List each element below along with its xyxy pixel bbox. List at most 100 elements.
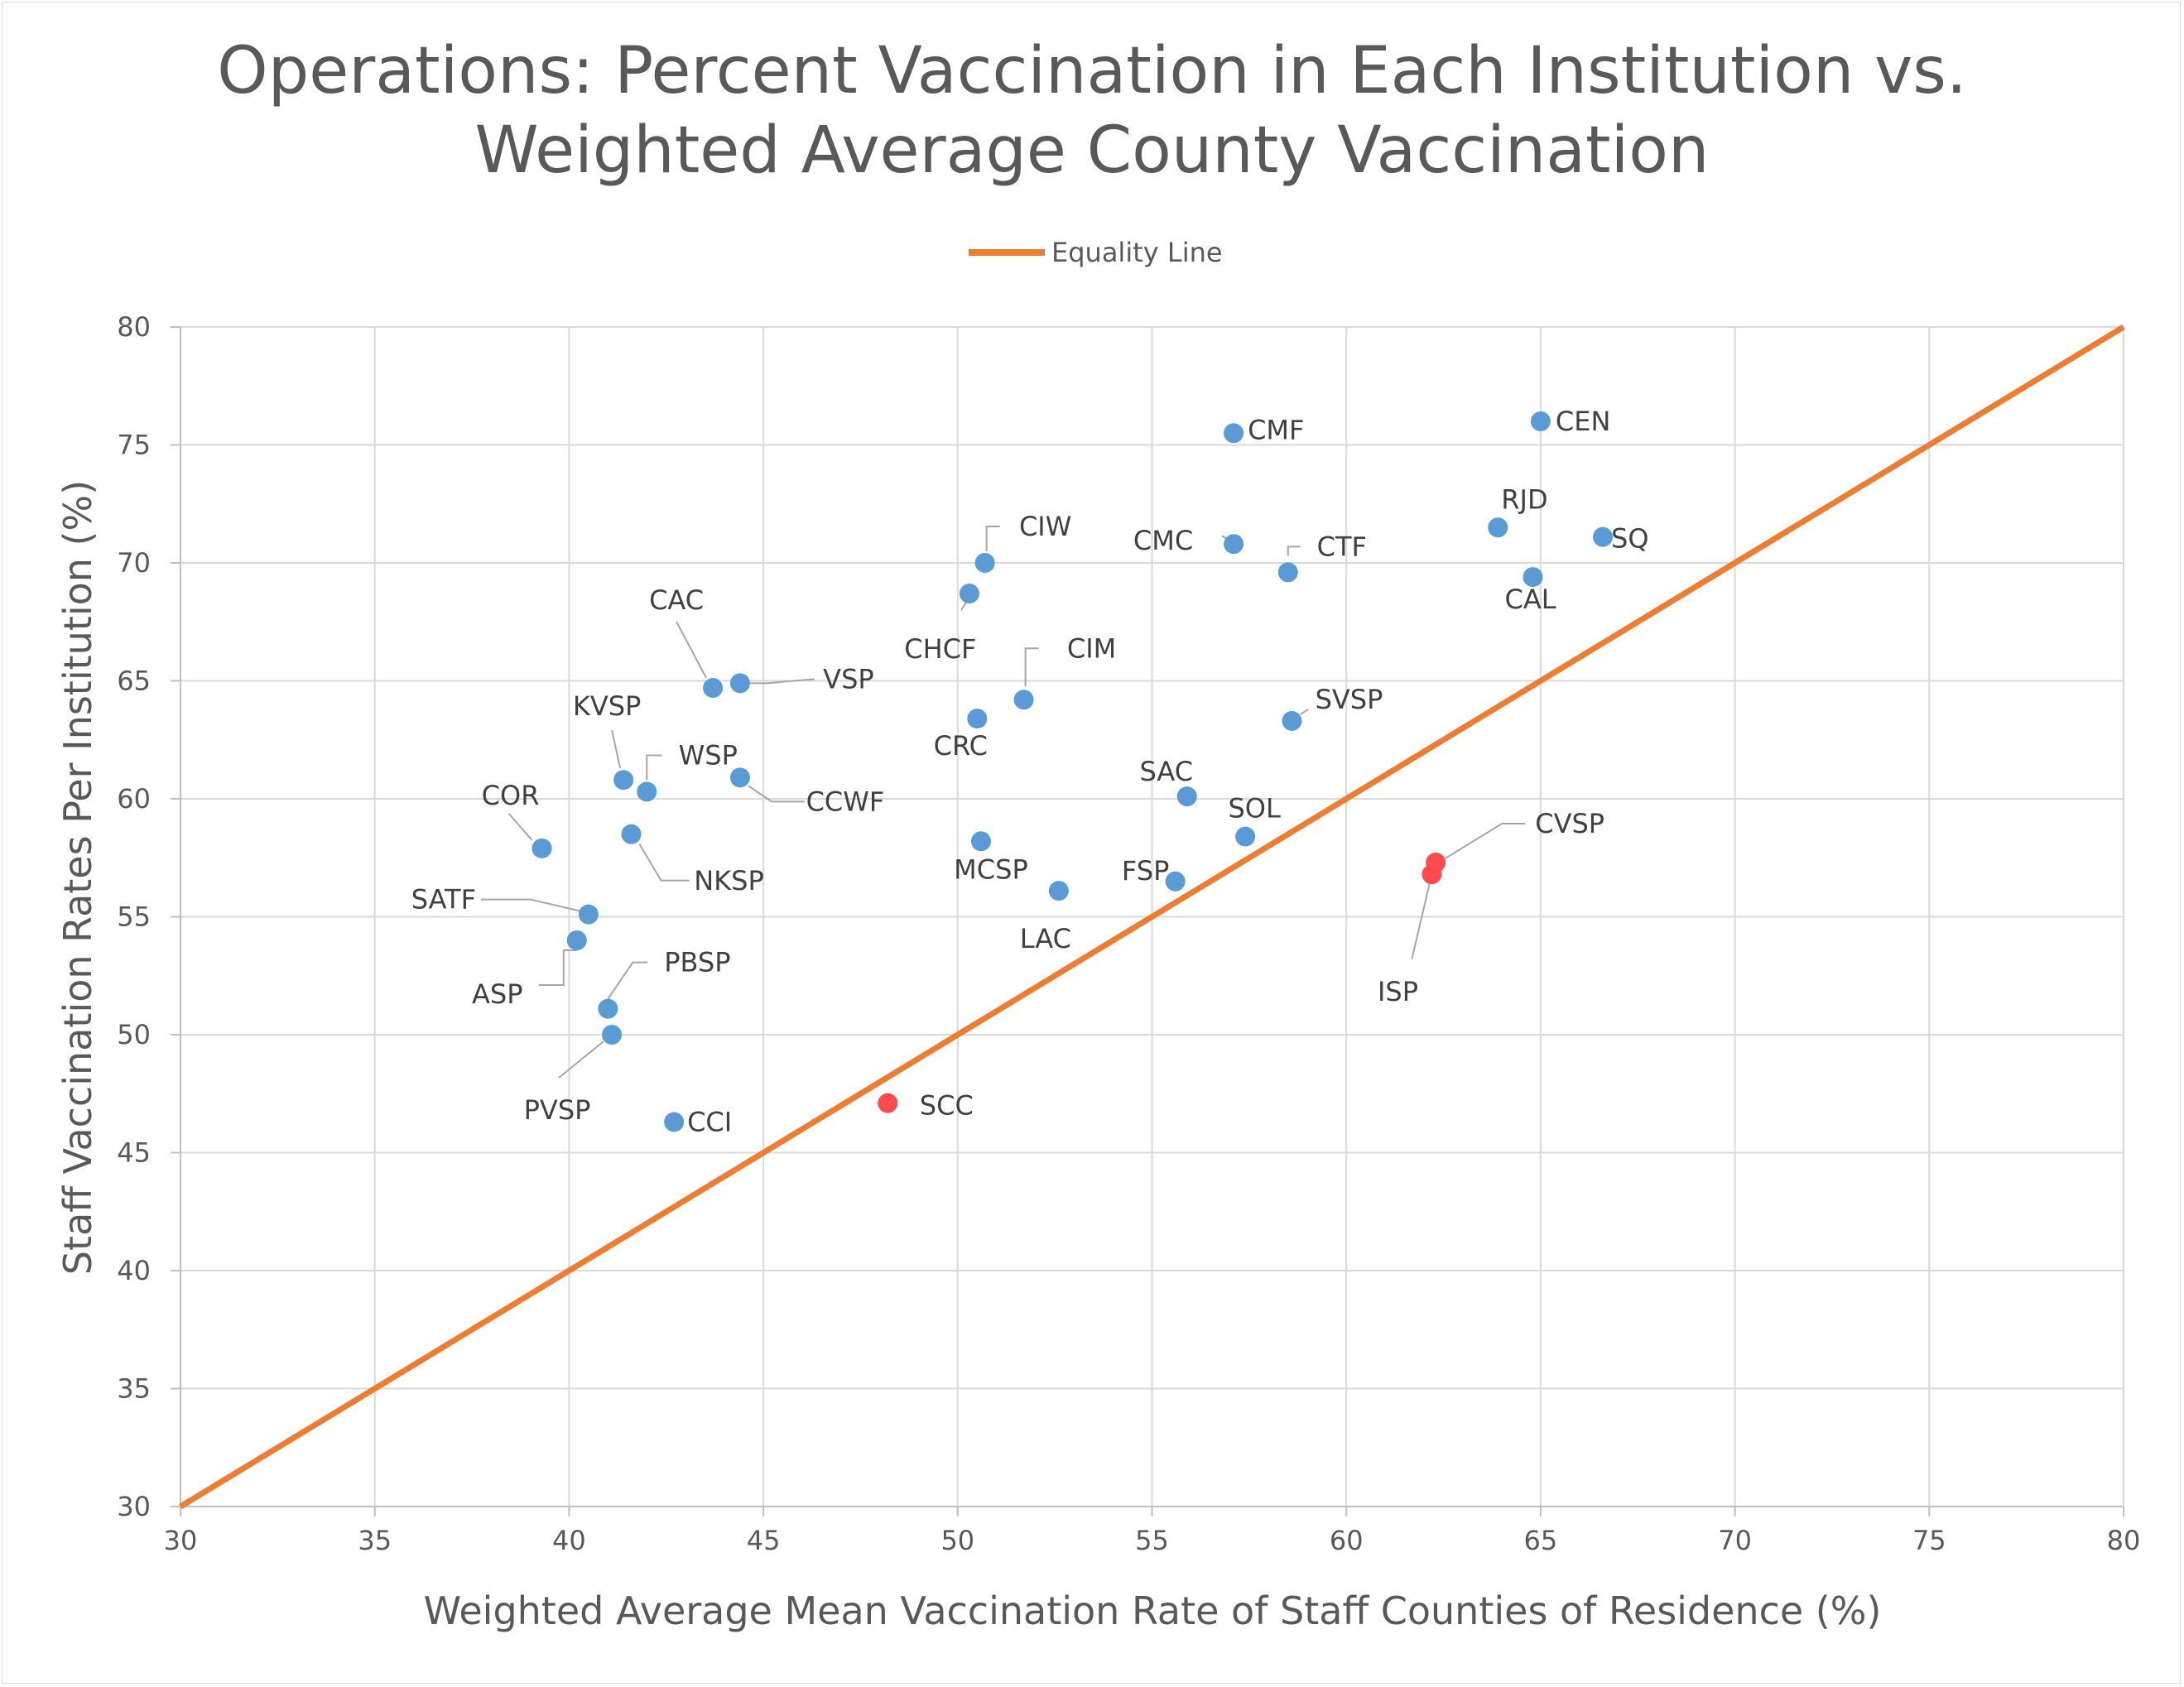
y-tick-label: 40 [117, 1255, 151, 1286]
label-leaders [480, 526, 1526, 1079]
point-label-pvsp: PVSP [524, 1094, 591, 1126]
point-label-cac: CAC [649, 584, 704, 616]
x-tick-label: 80 [2107, 1525, 2141, 1556]
point-label-cmf: CMF [1248, 414, 1304, 445]
point-label-cim: CIM [1067, 632, 1116, 664]
point-label-nksp: NKSP [694, 865, 764, 896]
x-tick-label: 65 [1524, 1525, 1558, 1556]
point-fsp [1165, 871, 1186, 892]
point-label-svsp: SVSP [1316, 684, 1383, 715]
point-svsp [1282, 710, 1302, 731]
x-tick-label: 50 [940, 1525, 974, 1556]
point-label-kvsp: KVSP [573, 690, 641, 722]
leader-line-cim [1024, 647, 1039, 687]
leader-line-asp [538, 949, 577, 986]
point-cor [532, 838, 552, 858]
point-sq [1593, 526, 1614, 547]
leader-line-pvsp [558, 1041, 604, 1079]
point-label-ctf: CTF [1317, 531, 1367, 562]
point-label-cen: CEN [1556, 406, 1611, 437]
y-tick-label: 35 [117, 1373, 151, 1405]
point-wsp [637, 781, 657, 802]
x-tick-label: 45 [747, 1525, 781, 1556]
y-tick-label: 50 [117, 1019, 151, 1050]
leader-line-cor [508, 813, 533, 841]
leader-line-ccwf [748, 785, 805, 803]
point-label-crc: CRC [934, 730, 988, 762]
point-label-vsp: VSP [823, 663, 874, 695]
leader-line-ctf [1287, 546, 1301, 556]
point-label-pbsp: PBSP [664, 947, 730, 978]
point-label-asp: ASP [472, 978, 523, 1010]
point-pvsp [602, 1025, 623, 1045]
data-points [532, 411, 1614, 1132]
point-label-cvsp: CVSP [1535, 808, 1604, 839]
y-tick-label: 45 [117, 1137, 151, 1169]
point-ccwf [729, 767, 750, 788]
leader-line-cvsp [1443, 822, 1526, 860]
chart-title-line-2: Weighted Average County Vaccination [475, 113, 1710, 188]
point-vsp [729, 673, 750, 694]
x-tick-label: 70 [1718, 1525, 1752, 1556]
leader-line-pbsp [607, 961, 648, 1000]
point-chcf [959, 584, 979, 604]
point-label-fsp: FSP [1122, 855, 1169, 887]
point-label-sq: SQ [1611, 523, 1649, 555]
point-label-lac: LAC [1020, 923, 1071, 954]
leader-line-svsp [1299, 709, 1309, 715]
point-label-cor: COR [482, 780, 540, 811]
leader-line-kvsp [611, 729, 622, 769]
point-label-cmc: CMC [1133, 525, 1193, 556]
y-tick-label: 55 [117, 901, 151, 933]
point-rjd [1488, 517, 1508, 538]
point-label-cal: CAL [1504, 584, 1556, 615]
equality-line [179, 324, 2125, 1509]
leader-line-isp [1411, 880, 1431, 959]
point-label-sac: SAC [1139, 756, 1193, 787]
point-cmc [1224, 534, 1244, 555]
point-cmf [1224, 423, 1244, 444]
x-tick-label: 55 [1135, 1525, 1169, 1556]
point-cci [664, 1112, 685, 1132]
point-lac [1048, 881, 1069, 901]
point-isp [1422, 864, 1442, 885]
point-cac [703, 678, 724, 699]
point-ciw [974, 553, 995, 573]
point-asp [566, 930, 587, 950]
point-label-isp: ISP [1378, 976, 1418, 1007]
point-label-satf: SATF [411, 884, 476, 916]
leader-line-satf [480, 898, 581, 912]
point-label-ciw: CIW [1019, 511, 1071, 542]
leader-line-vsp [749, 678, 815, 685]
y-tick-label: 30 [117, 1491, 151, 1522]
point-label-rjd: RJD [1501, 483, 1547, 515]
point-sol [1235, 826, 1256, 847]
axes: 30 35 40 45 50 55 60 65 70 75 80 30 35 40 45 50 55 60 65 70… [117, 311, 2140, 1556]
point-label-chcf: CHCF [904, 633, 976, 665]
point-cal [1523, 567, 1543, 588]
y-tick-label: 80 [117, 311, 151, 343]
x-tick-label: 40 [552, 1525, 586, 1556]
point-cim [1013, 690, 1034, 710]
y-tick-label: 65 [117, 666, 151, 697]
leader-line-nksp [638, 844, 690, 882]
point-labels: CMF CEN RJD SQ CAL CMC CTF CIW CHCF CIM CRC CAC VSP S… [411, 406, 1649, 1137]
x-axis-title: Weighted Average Mean Vaccination Rate o… [424, 1588, 1882, 1633]
legend: Equality Line [969, 237, 1223, 268]
x-tick-label: 60 [1330, 1525, 1364, 1556]
leader-line-cac [676, 621, 707, 679]
x-tick-label: 75 [1912, 1525, 1946, 1556]
point-label-mcsp: MCSP [954, 853, 1028, 885]
y-tick-label: 60 [117, 783, 151, 815]
y-tick-label: 70 [117, 547, 151, 579]
point-crc [967, 709, 988, 729]
equality-line-layer [179, 324, 2125, 1509]
point-label-sol: SOL [1228, 793, 1281, 824]
point-label-cci: CCI [687, 1106, 732, 1137]
point-mcsp [970, 831, 991, 852]
point-pbsp [598, 998, 618, 1019]
chart-title-line-1: Operations: Percent Vaccination in Each … [217, 34, 1966, 108]
point-nksp [621, 824, 642, 844]
point-kvsp [613, 770, 634, 791]
